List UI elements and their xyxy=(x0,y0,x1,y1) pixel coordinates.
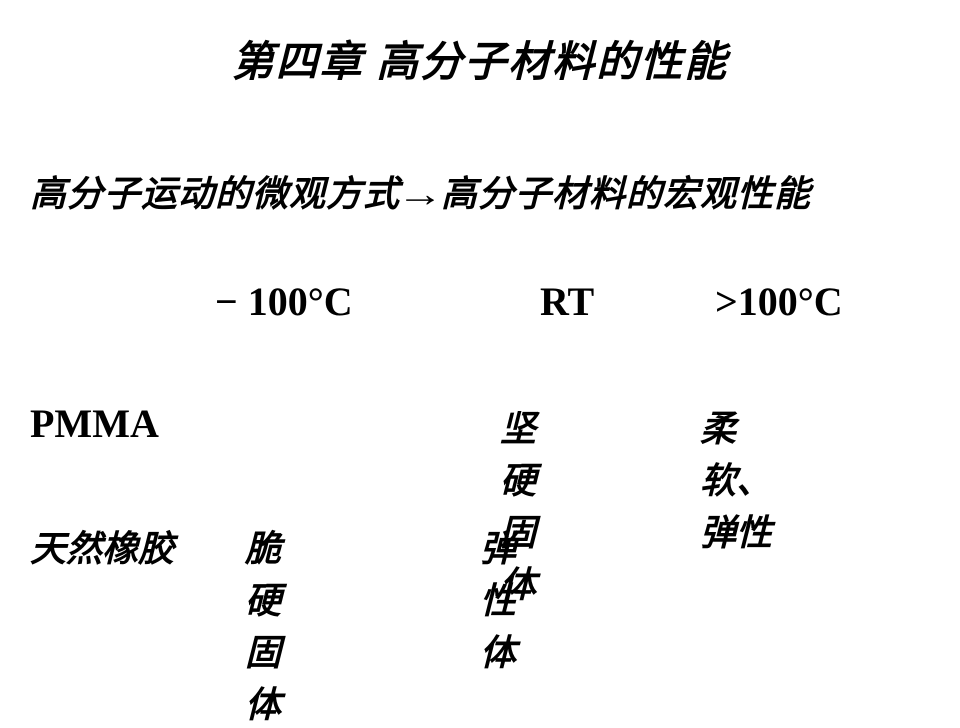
header-col3: >100°C xyxy=(715,278,843,325)
row-label-rubber: 天然橡胶 xyxy=(30,529,174,569)
rubber-rt-value: 弹性体 xyxy=(480,520,516,676)
table-row: PMMA 坚硬固体 柔软、弹性 xyxy=(30,400,159,447)
minus-sign: − xyxy=(215,279,238,324)
pmma-high-temp-value: 柔软、弹性 xyxy=(700,400,772,556)
subtitle-left: 高分子运动的微观方式 xyxy=(30,174,400,214)
rubber-low-temp-value: 脆硬固体 xyxy=(245,520,281,728)
header-col1: − 100°C xyxy=(215,279,353,324)
subtitle: 高分子运动的微观方式→高分子材料的宏观性能 xyxy=(30,165,811,217)
arrow-icon: → xyxy=(396,173,444,215)
table-header-row: − 100°C RT >100°C xyxy=(215,278,353,325)
row-label-pmma: PMMA xyxy=(30,401,159,446)
header-col1-text: 100°C xyxy=(248,279,353,324)
chapter-title: 第四章 高分子材料的性能 xyxy=(0,28,960,89)
header-col2: RT xyxy=(540,278,594,325)
subtitle-right: 高分子材料的宏观性能 xyxy=(441,174,811,214)
table-row: 天然橡胶 脆硬固体 弹性体 xyxy=(30,520,174,572)
